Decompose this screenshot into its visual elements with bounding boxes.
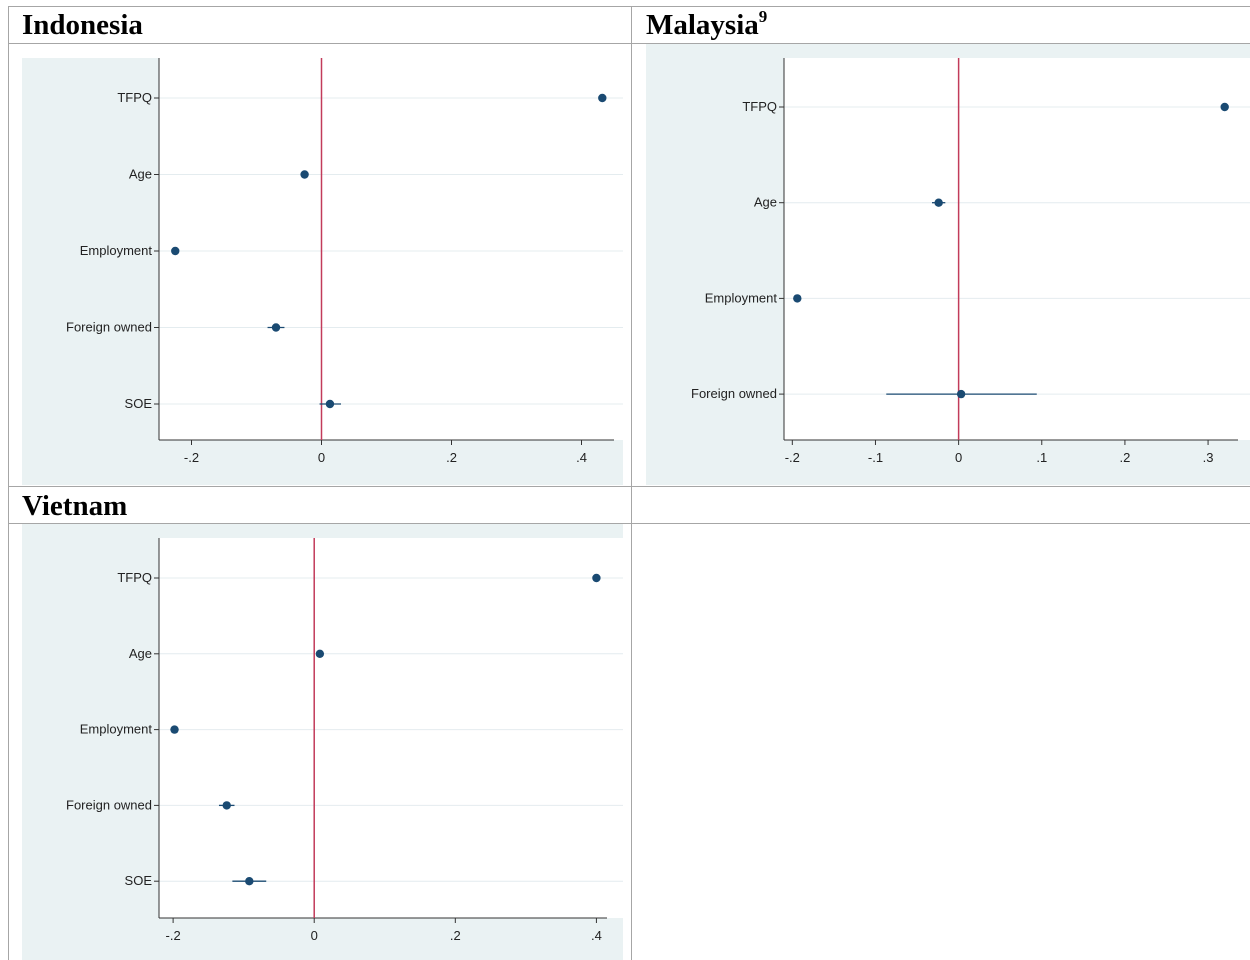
y-tick-label: Foreign owned — [66, 320, 152, 335]
indonesia-header: Indonesia — [22, 11, 143, 40]
table-border-header2 — [8, 523, 1250, 524]
indonesia-title: Indonesia — [22, 9, 143, 41]
vietnam-coefficient-plot: TFPQ Age Employment Foreign owned SOE -.2 0 .2.… — [22, 524, 623, 960]
x-tick-label: 0 — [318, 450, 325, 465]
point-estimate — [934, 198, 943, 207]
point-estimate — [245, 877, 254, 886]
y-tick-label: Age — [754, 195, 777, 210]
y-tick-label: TFPQ — [117, 90, 152, 105]
table-border-top — [8, 6, 1250, 7]
point-estimate — [300, 170, 309, 179]
point-estimate — [325, 399, 335, 409]
x-tick-label: 0 — [311, 928, 318, 943]
point-estimate — [598, 93, 607, 103]
x-tick-label: -.1 — [868, 450, 883, 465]
point-estimate — [592, 573, 601, 583]
plot-area — [159, 58, 623, 440]
table-border-left — [8, 6, 9, 960]
malaysia-title: Malaysia — [646, 9, 759, 41]
table-border-row2 — [8, 486, 1250, 487]
vietnam-title: Vietnam — [22, 490, 128, 522]
x-tick-label: .3 — [1203, 450, 1214, 465]
malaysia-coefficient-plot: TFPQ Age Employment Foreign owned -.2 -.1 0 .1.… — [646, 44, 1250, 485]
x-tick-label: -.2 — [785, 450, 800, 465]
point-estimate — [1220, 102, 1229, 112]
x-tick-label: .1 — [1036, 450, 1047, 465]
table-border-middle — [631, 6, 632, 960]
x-tick-label: .2 — [450, 928, 461, 943]
vietnam-chart-panel: TFPQ Age Employment Foreign owned SOE -.2 0 .2.… — [22, 524, 623, 960]
x-tick-label: 0 — [955, 450, 962, 465]
x-tick-label: -.2 — [184, 450, 199, 465]
x-tick-label: .4 — [591, 928, 602, 943]
x-tick-label: .2 — [1119, 450, 1130, 465]
y-tick-label: Age — [129, 167, 152, 182]
point-estimate — [793, 294, 802, 303]
x-tick-label: .2 — [446, 450, 457, 465]
y-tick-label: Foreign owned — [66, 797, 152, 812]
y-tick-label: Foreign owned — [691, 386, 777, 401]
y-tick-label: Employment — [705, 290, 778, 305]
point-estimate — [222, 801, 231, 810]
table-border-header1 — [8, 43, 1250, 44]
indonesia-chart-panel: TFPQ Age Employment Foreign owned SOE -.2 0 .2.… — [22, 58, 623, 485]
y-tick-label: Employment — [80, 243, 153, 258]
y-tick-label: SOE — [125, 873, 153, 888]
y-tick-label: Age — [129, 646, 152, 661]
x-tick-label: .4 — [576, 450, 587, 465]
y-tick-label: SOE — [125, 396, 153, 411]
malaysia-chart-panel: TFPQ Age Employment Foreign owned -.2 -.1 0 .1.… — [646, 44, 1250, 485]
footnote-marker: 9 — [758, 7, 768, 26]
point-estimate — [171, 246, 180, 256]
point-estimate — [170, 725, 179, 734]
plot-area — [784, 58, 1250, 440]
vietnam-header: Vietnam — [22, 492, 127, 521]
indonesia-coefficient-plot: TFPQ Age Employment Foreign owned SOE -.2 0 .2.… — [22, 58, 623, 485]
y-tick-label: Employment — [80, 722, 153, 737]
y-tick-label: TFPQ — [117, 570, 152, 585]
point-estimate — [315, 649, 325, 658]
y-tick-label: TFPQ — [742, 99, 777, 114]
plot-area — [159, 538, 623, 918]
x-tick-label: -.2 — [166, 928, 181, 943]
point-estimate — [271, 323, 281, 332]
point-estimate — [956, 389, 966, 399]
malaysia-header: Malaysia9 — [646, 8, 767, 41]
